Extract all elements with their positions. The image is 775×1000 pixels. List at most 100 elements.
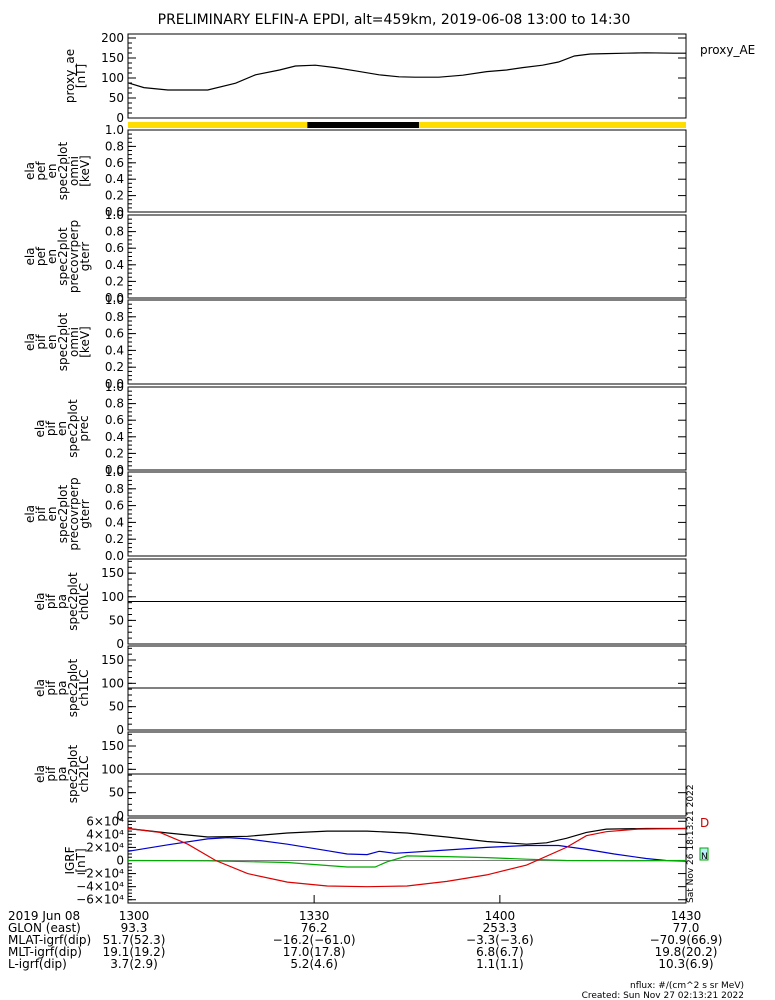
side-marker-n <box>699 847 709 861</box>
y-label-line: pef <box>34 161 48 181</box>
y-tick-label: 0.6 <box>105 413 124 427</box>
y-tick-label: 150 <box>101 51 124 65</box>
x-row-label: MLT-igrf(dip) <box>8 945 82 959</box>
y-label-line: pif <box>44 680 58 696</box>
y-label-line: spec2plot <box>66 658 80 717</box>
x-row-value: 19.1(19.2) <box>103 945 166 959</box>
y-label-line: ela <box>23 162 37 180</box>
y-tick-label: 150 <box>101 653 124 667</box>
panel-ela_pif_en_spec2plot_omni: 0.0 0.2 0.4 0.6 0.8 1.0 elapifenspec2plotomni[… <box>23 293 687 391</box>
y-tick-label: 1.0 <box>105 123 124 137</box>
y-tick-label: 1.0 <box>105 293 124 307</box>
y-label-line: ela <box>33 765 47 783</box>
panel-ela_pef_en_spec2plot_omni: 0.0 0.2 0.4 0.6 0.8 1.0 elapefenspec2plotomni[… <box>23 123 687 219</box>
y-tick-label: 50 <box>109 91 124 105</box>
y-tick-label: 0.8 <box>105 139 124 153</box>
y-tick-label: 0.2 <box>105 360 124 374</box>
side-label-d: D <box>700 816 709 830</box>
x-row-value: 17.0(17.8) <box>283 945 346 959</box>
y-tick-label: 0.2 <box>105 274 124 288</box>
x-row-value: 1330 <box>299 909 330 923</box>
x-axis-rows: 2019 Jun 08 1300 1330 1400 1430 GLON (east) 93… <box>8 895 722 971</box>
y-tick-label: 0.2 <box>105 532 124 546</box>
y-tick-label: 100 <box>101 71 124 85</box>
y-tick-label: 50 <box>109 613 124 627</box>
y-tick-label: 200 <box>101 31 124 45</box>
y-tick-label: 0.4 <box>105 343 124 357</box>
chart-title: PRELIMINARY ELFIN-A EPDI, alt=459km, 201… <box>158 12 631 28</box>
y-tick-label: 0 <box>116 637 124 651</box>
x-row-value: 19.8(20.2) <box>655 945 718 959</box>
x-row-value: 77.0 <box>673 921 700 935</box>
y-label-line: ela <box>33 592 47 610</box>
y-tick-label: 0.2 <box>105 189 124 203</box>
y-label-line: [nT] <box>74 848 88 872</box>
y-tick-label: 0.0 <box>105 463 124 477</box>
y-tick-label: −2×10⁴ <box>76 867 124 881</box>
y-label-line: [keV] <box>78 326 92 357</box>
y-label-line: gterr <box>78 499 92 528</box>
x-row-value: 51.7(52.3) <box>103 933 166 947</box>
y-label-line: ch0LC <box>77 583 91 620</box>
y-label-line: pif <box>34 506 48 522</box>
y-label-line: en <box>45 249 59 264</box>
x-row-label: 2019 Jun 08 <box>8 909 80 923</box>
y-label-line: spec2plot <box>56 141 70 200</box>
y-tick-label: 0 <box>116 809 124 823</box>
panel-frame <box>127 129 687 213</box>
y-tick-label: 1.0 <box>105 465 124 479</box>
coverage-black <box>307 122 419 128</box>
y-tick-label: 0.8 <box>105 310 124 324</box>
y-label-line: prec <box>77 415 91 441</box>
y-label-line: pa <box>55 681 69 696</box>
series-line-0 <box>127 827 686 845</box>
y-tick-label: 6×10⁴ <box>86 814 124 828</box>
y-tick-label: 0.0 <box>105 377 124 391</box>
y-tick-label: 0.0 <box>105 205 124 219</box>
panel-frame <box>127 299 687 385</box>
y-label-line: spec2plot <box>66 572 80 631</box>
y-tick-label: 0 <box>116 111 124 125</box>
legend-proxy-ae: proxy_AE <box>700 43 755 57</box>
y-tick-label: 0.0 <box>105 291 124 305</box>
x-row-value: −70.9(66.9) <box>650 933 723 947</box>
series-line-1 <box>127 836 687 862</box>
y-label-line: en <box>55 421 69 436</box>
y-tick-label: 0 <box>116 723 124 737</box>
y-tick-label: 0.0 <box>105 549 124 563</box>
y-tick-label: 0.6 <box>105 241 124 255</box>
y-label-line: [keV] <box>78 155 92 186</box>
y-label-line: ela <box>23 247 37 265</box>
y-label-line: en <box>45 507 59 522</box>
panel-ela_pef_en_spec2plot_precovrperp_gterr: 0.0 0.2 0.4 0.6 0.8 1.0 elapefenspec2plotpreco… <box>23 208 687 305</box>
y-tick-label: 0.4 <box>105 515 124 529</box>
y-tick-label: 0.6 <box>105 499 124 513</box>
y-tick-label: 0.8 <box>105 397 124 411</box>
y-label-line: en <box>45 164 59 179</box>
y-label-line: ela <box>33 679 47 697</box>
y-label-line: ch2LC <box>77 756 91 793</box>
x-row-label: MLAT-igrf(dip) <box>8 933 91 947</box>
y-label-line: spec2plot <box>66 744 80 803</box>
y-tick-label: 0.4 <box>105 172 124 186</box>
y-tick-label: −4×10⁴ <box>76 880 124 894</box>
y-tick-label: 0.8 <box>105 482 124 496</box>
y-label-line: ela <box>23 333 37 351</box>
data-coverage-bar <box>128 122 686 128</box>
side-label-n: N <box>701 852 708 862</box>
y-label-line: ela <box>33 419 47 437</box>
panel-frame <box>127 471 687 557</box>
y-tick-label: 150 <box>101 739 124 753</box>
y-tick-label: 100 <box>101 590 124 604</box>
y-label-line: precovrperp <box>67 477 81 550</box>
x-row-value: −3.3(−3.6) <box>466 933 534 947</box>
y-tick-label: 0.2 <box>105 446 124 460</box>
panels: 050100150200proxy_ae[nT]proxy_AE0.00.20.… <box>23 31 755 907</box>
y-label-line: gterr <box>78 242 92 271</box>
y-label-line: ela <box>23 505 37 523</box>
y-label-line: spec2plot <box>56 484 70 543</box>
y-tick-label: 2×10⁴ <box>86 840 124 854</box>
y-tick-label: 4×10⁴ <box>86 827 124 841</box>
